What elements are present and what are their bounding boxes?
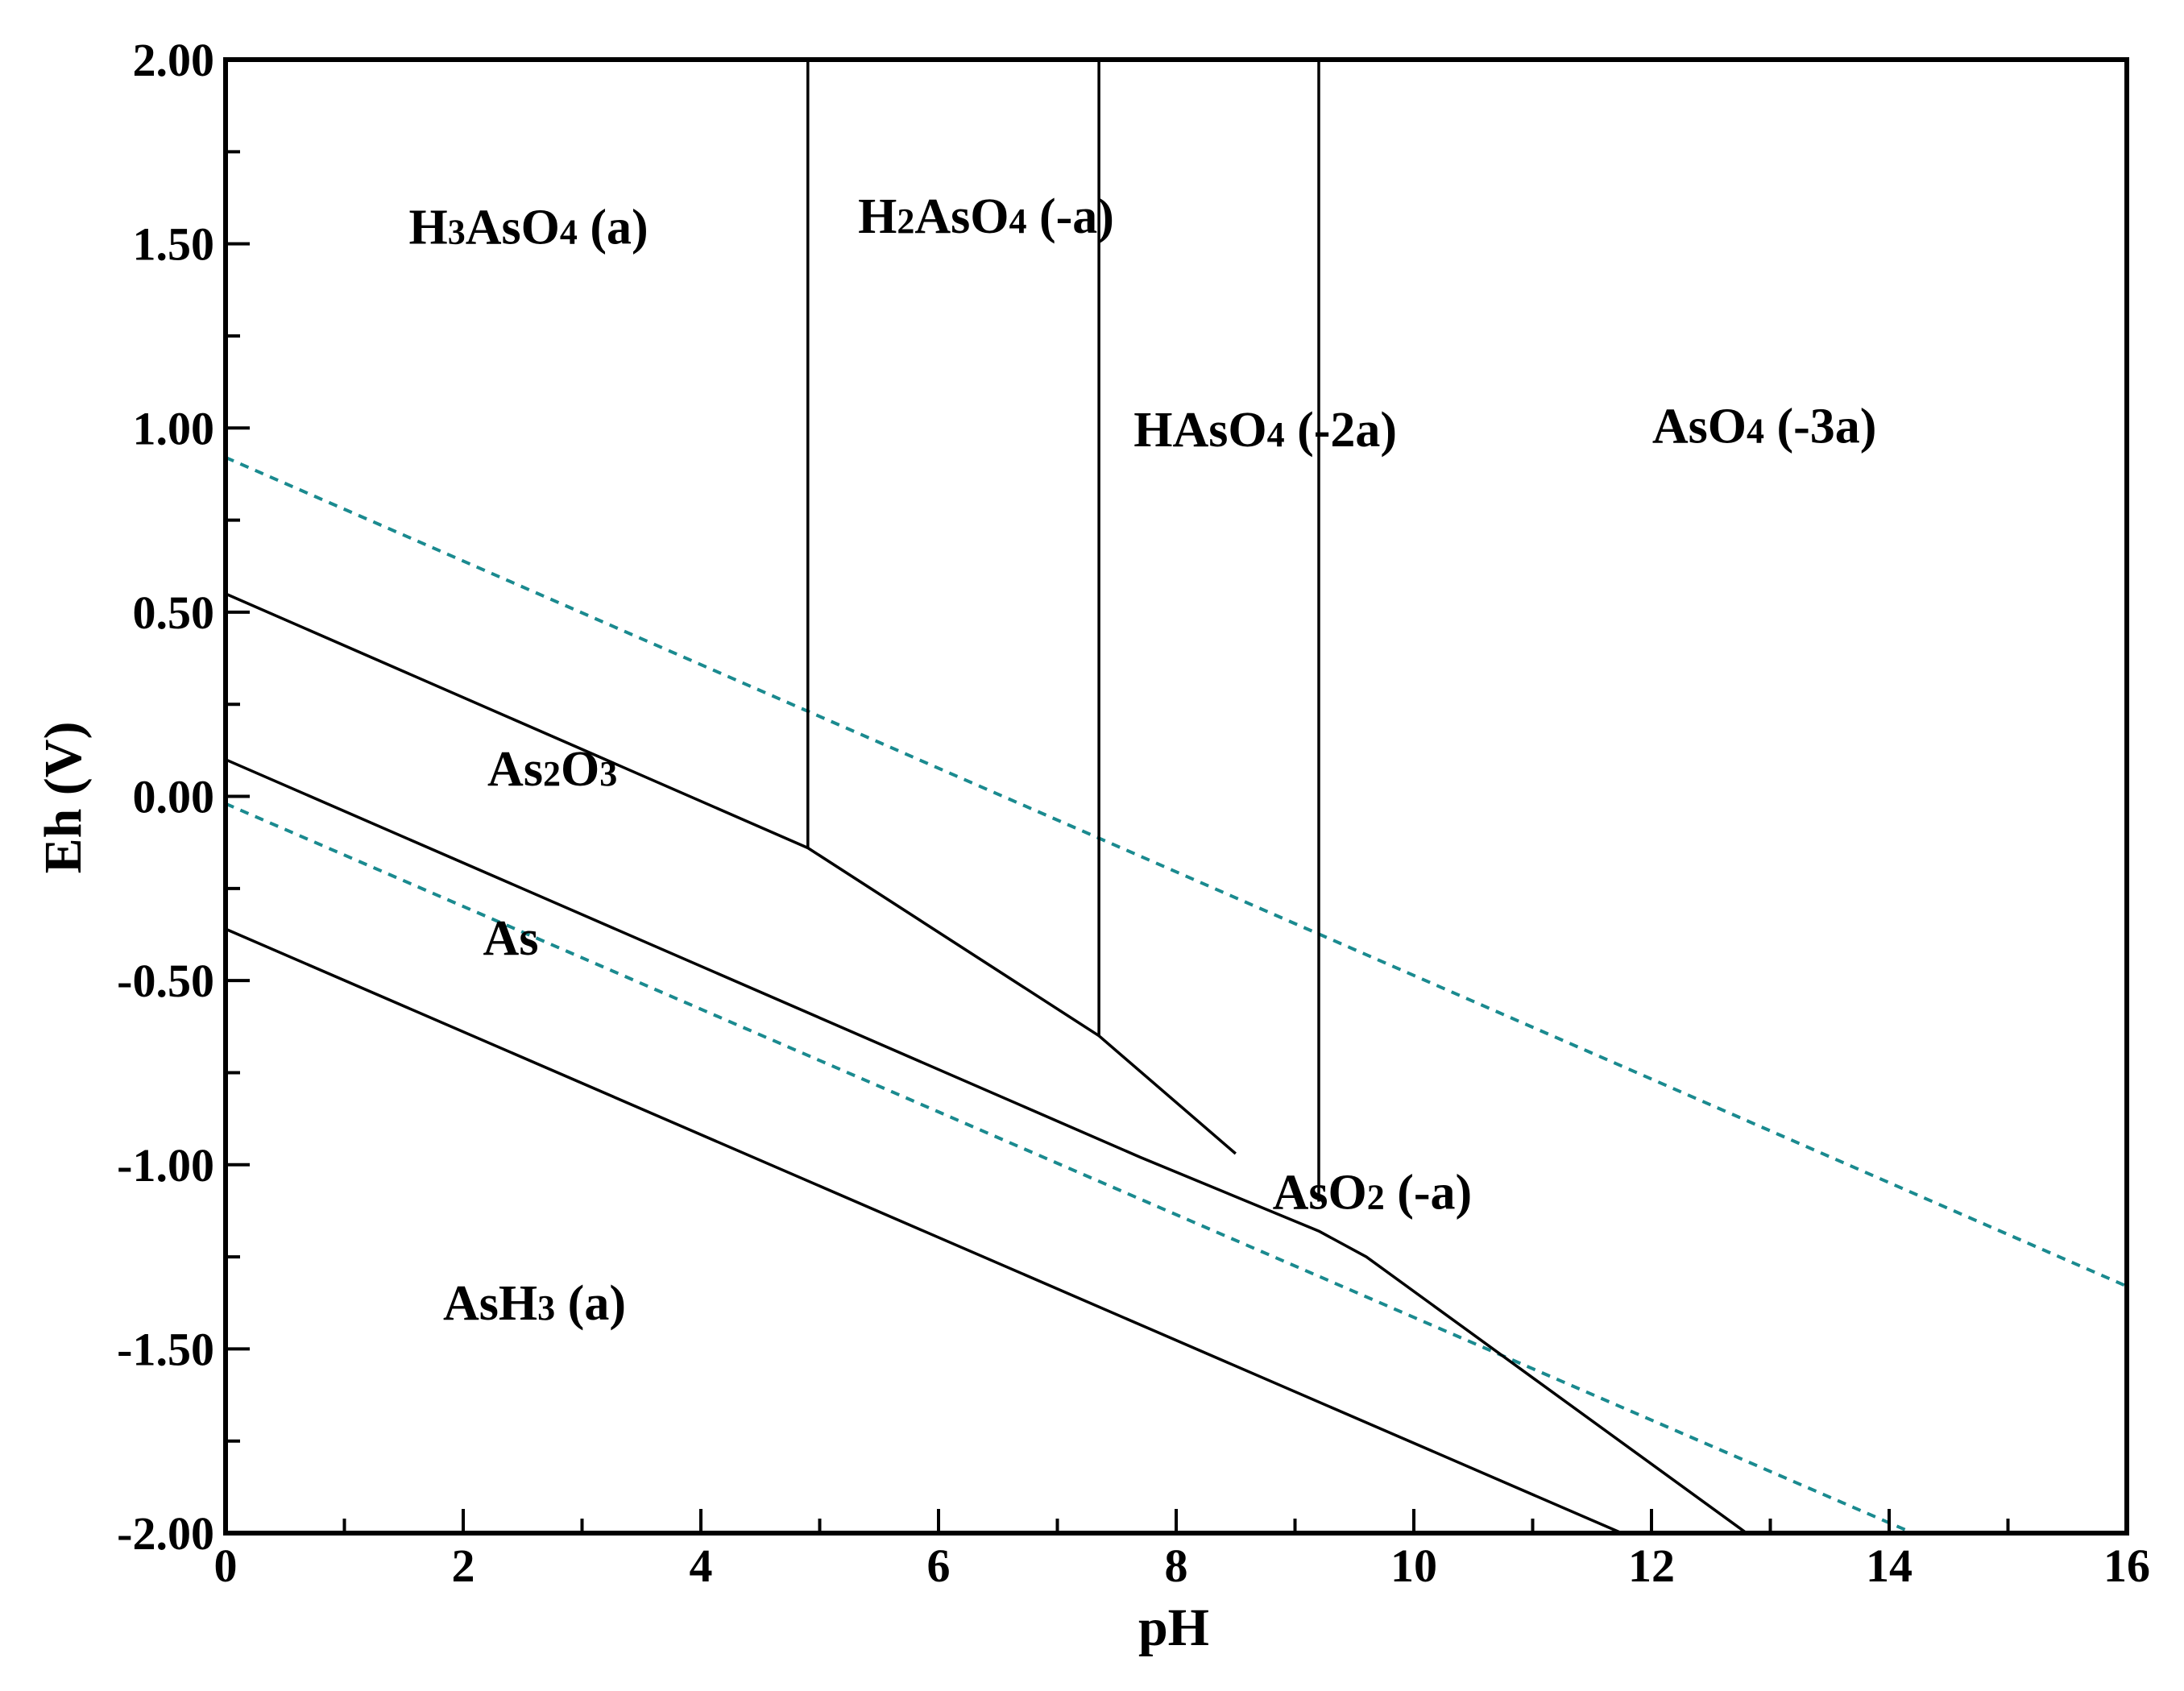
x-axis-ticks: 0 2 4 6 8 10 12 14 16 [214,1509,2150,1592]
region-labels: H3AsO4 (a) H2AsO4 (-a) HAsO4 (-2a) AsO4 (-3… [409,189,1877,1331]
y-tick-label: 0.50 [133,586,215,639]
y-tick-label: 0.00 [133,771,215,823]
phase-boundaries [225,60,1748,1535]
y-tick-label: -1.00 [117,1139,214,1192]
boundary-line-5 [225,758,1748,1535]
y-axis-title: Eh (V) [34,722,93,874]
x-tick-label: 0 [214,1540,238,1592]
boundary-line-6 [225,927,1622,1535]
y-tick-label: 1.00 [133,402,215,454]
region-label: H2AsO4 (-a) [858,189,1114,244]
x-tick-label: 14 [1866,1540,1913,1592]
x-tick-label: 10 [1390,1540,1437,1592]
x-axis-title: pH [1138,1598,1209,1657]
x-tick-label: 4 [690,1540,713,1592]
y-tick-label: -0.50 [117,955,214,1007]
y-tick-label: 2.00 [133,34,215,86]
y-tick-label: 1.50 [133,218,215,271]
y-tick-label: -2.00 [117,1507,214,1560]
water-line-2 [225,802,1914,1535]
y-axis-ticks: 2.00 1.50 1.00 0.50 0.00 -0.50 -1.00 -1.50 -2.00 [117,34,250,1560]
region-label: H3AsO4 (a) [409,201,649,255]
region-label: AsH3 (a) [443,1276,626,1331]
water-stability-lines [225,455,2128,1535]
region-label: AsO2 (-a) [1273,1166,1473,1221]
x-tick-label: 12 [1628,1540,1675,1592]
region-label: HAsO4 (-2a) [1133,403,1397,458]
x-tick-label: 8 [1165,1540,1188,1592]
region-label: As2O3 [487,742,617,797]
water-line-1 [225,455,2128,1288]
region-label: AsO4 (-3a) [1652,400,1877,454]
y-tick-label: -1.50 [117,1323,214,1375]
boundary-line-1 [225,592,1237,1155]
x-tick-label: 16 [2103,1540,2150,1592]
region-label: As [483,911,539,966]
x-tick-label: 2 [452,1540,475,1592]
x-tick-label: 6 [927,1540,951,1592]
